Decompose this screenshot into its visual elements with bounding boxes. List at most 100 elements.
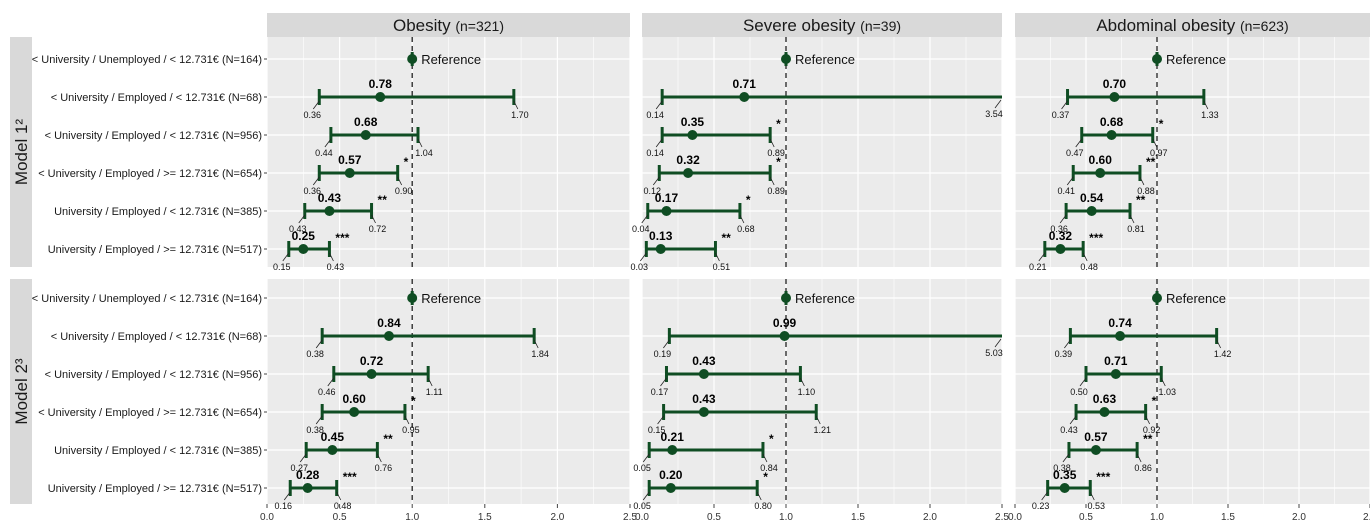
or-label-r1c3-item-5: 0.54	[1080, 191, 1104, 205]
lo-leader-r1c2-item-5	[641, 214, 649, 224]
or-point-r1c3-item-2	[1109, 92, 1120, 102]
lo-label-r1c1-item-2: 0.36	[304, 110, 322, 120]
hi-leader-r1c2-item-3	[769, 138, 775, 148]
hi-leader-r1c3-item-3	[1152, 138, 1158, 148]
hi-leader-r1c1-item-2	[513, 100, 519, 110]
category-label-r2-3: < University / Employed / < 12.731€ (N=9…	[45, 369, 262, 381]
lo-leader-r2c2-item-5	[642, 453, 650, 463]
lo-label-r2c1-item-6: 0.16	[274, 501, 292, 511]
or-point-r2c1-item-4	[349, 407, 360, 417]
hi-leader-r2c1-item-4	[404, 415, 410, 425]
lo-label-r2c3-item-2: 0.39	[1055, 349, 1073, 359]
or-point-r2c2-item-6	[665, 483, 676, 493]
ref-label-r2c3-item-1: Reference	[1166, 291, 1226, 306]
or-point-r2c1-item-6	[302, 483, 313, 493]
ref-label-r1c3-item-1: Reference	[1166, 52, 1226, 67]
or-label-r2c1-item-4: 0.60	[342, 392, 366, 406]
category-label-r2-4: < University / Employed / >= 12.731€ (N=…	[38, 407, 262, 419]
lo-leader-r2c1-item-3	[327, 377, 335, 387]
category-label-r2-2: < University / Employed / < 12.731€ (N=6…	[51, 331, 262, 343]
hi-label-r2c3-item-4: 0.92	[1143, 425, 1161, 435]
x-tick-label-c2-2: 1.0	[779, 512, 793, 523]
hi-leader-r2c1-item-5	[376, 453, 382, 463]
sig-marker-r2c3-item-5: **	[1143, 432, 1153, 446]
lo-label-r1c3-item-5: 0.36	[1050, 224, 1068, 234]
x-tick-label-c1-5: 2.5	[623, 512, 637, 523]
hi-label-r2c3-item-2: 1.42	[1214, 349, 1232, 359]
ref-label-r1c1-item-1: Reference	[421, 52, 481, 67]
x-tick-label-c2-4: 2.0	[923, 512, 937, 523]
sig-marker-r2c3-item-6: ***	[1096, 470, 1110, 484]
hi-leader-r2c3-item-5	[1136, 453, 1142, 463]
hi-leader-r1c2-item-5	[739, 214, 745, 224]
sig-marker-r2c1-item-6: ***	[343, 470, 357, 484]
hi-leader-r1c1-item-5	[371, 214, 376, 224]
hi-label-r1c3-item-3: 0.97	[1150, 148, 1168, 158]
ref-point-r1c3-item-1	[1152, 54, 1162, 64]
lo-label-r2c2-item-5: 0.05	[633, 463, 651, 473]
or-point-r1c2-item-6	[655, 244, 666, 254]
hi-label-r1c1-item-4: 0.90	[395, 186, 413, 196]
hi-leader-r2c1-item-2	[533, 339, 539, 349]
or-label-r1c3-item-3: 0.68	[1100, 115, 1124, 129]
lo-leader-r2c1-item-6	[283, 491, 291, 501]
lo-leader-r2c2-item-2	[663, 339, 670, 349]
hi-leader-r1c1-item-4	[397, 176, 403, 186]
row-label-2: Model 2³	[12, 358, 31, 424]
sig-marker-r1c1-item-6: ***	[335, 231, 349, 245]
hi-label-r2c1-item-4: 0.95	[402, 425, 420, 435]
hi-leader-r2c2-item-2	[994, 338, 1002, 348]
or-point-r1c1-item-2	[375, 92, 386, 102]
lo-leader-r2c3-item-3	[1079, 377, 1087, 387]
lo-label-r2c3-item-3: 0.50	[1070, 387, 1088, 397]
or-point-r2c3-item-2	[1115, 331, 1126, 341]
lo-leader-r1c3-item-3	[1075, 138, 1083, 148]
hi-label-r1c2-item-6: 0.51	[713, 262, 731, 272]
ref-label-r2c1-item-1: Reference	[421, 291, 481, 306]
sig-marker-r2c1-item-5: **	[383, 432, 393, 446]
or-label-r1c2-item-2: 0.71	[733, 77, 757, 91]
lo-leader-r1c2-item-6	[640, 252, 647, 262]
or-point-r1c1-item-3	[360, 130, 371, 140]
column-strip-1	[267, 13, 630, 37]
x-tick-label-c3-4: 2.0	[1292, 512, 1306, 523]
hi-label-r2c1-item-6: 0.48	[334, 501, 352, 511]
hi-label-r2c2-item-3: 1.10	[798, 387, 816, 397]
or-point-r1c2-item-5	[661, 206, 672, 216]
sig-marker-r2c3-item-4: *	[1152, 394, 1157, 408]
hi-label-r2c1-item-3: 1.11	[426, 387, 443, 397]
row-strip-2	[10, 279, 32, 504]
or-label-r1c1-item-3: 0.68	[354, 115, 378, 129]
lo-label-r1c1-item-5: 0.43	[289, 224, 307, 234]
or-label-r2c3-item-4: 0.63	[1093, 392, 1117, 406]
lo-leader-r2c2-item-3	[660, 377, 667, 387]
lo-label-r1c3-item-2: 0.37	[1052, 110, 1070, 120]
lo-label-r1c3-item-3: 0.47	[1066, 148, 1084, 158]
hi-label-r1c2-item-5: 0.68	[737, 224, 755, 234]
or-label-r1c3-item-2: 0.70	[1103, 77, 1127, 91]
hi-label-r1c2-item-3: 0.89	[767, 148, 785, 158]
or-label-r1c2-item-3: 0.35	[681, 115, 705, 129]
or-point-r2c3-item-3	[1110, 369, 1121, 379]
or-point-r1c2-item-2	[739, 92, 750, 102]
hi-leader-r1c1-item-6	[329, 252, 334, 262]
lo-leader-r1c2-item-4	[652, 176, 660, 186]
row-label-1: Model 1²	[12, 119, 31, 185]
category-label-r1-2: < University / Employed / < 12.731€ (N=6…	[51, 92, 262, 104]
hi-leader-r2c2-item-5	[762, 453, 768, 463]
or-label-r1c2-item-6: 0.13	[649, 229, 673, 243]
or-point-r1c3-item-6	[1055, 244, 1066, 254]
or-label-r2c2-item-5: 0.21	[661, 430, 685, 444]
lo-leader-r2c1-item-2	[315, 339, 323, 349]
lo-label-r1c2-item-2: 0.14	[646, 110, 664, 120]
lo-leader-r1c3-item-5	[1059, 214, 1067, 224]
hi-leader-r1c3-item-4	[1139, 176, 1145, 186]
column-title-3: Abdominal obesity (n=623)	[1096, 16, 1288, 35]
lo-leader-r2c2-item-4	[657, 415, 664, 425]
hi-leader-r2c3-item-3	[1160, 377, 1166, 387]
category-label-r1-5: University / Employed / < 12.731€ (N=385…	[54, 206, 262, 218]
category-label-r1-3: < University / Employed / < 12.731€ (N=9…	[45, 130, 262, 142]
or-point-r1c2-item-3	[687, 130, 698, 140]
sig-marker-r1c2-item-3: *	[776, 117, 781, 131]
